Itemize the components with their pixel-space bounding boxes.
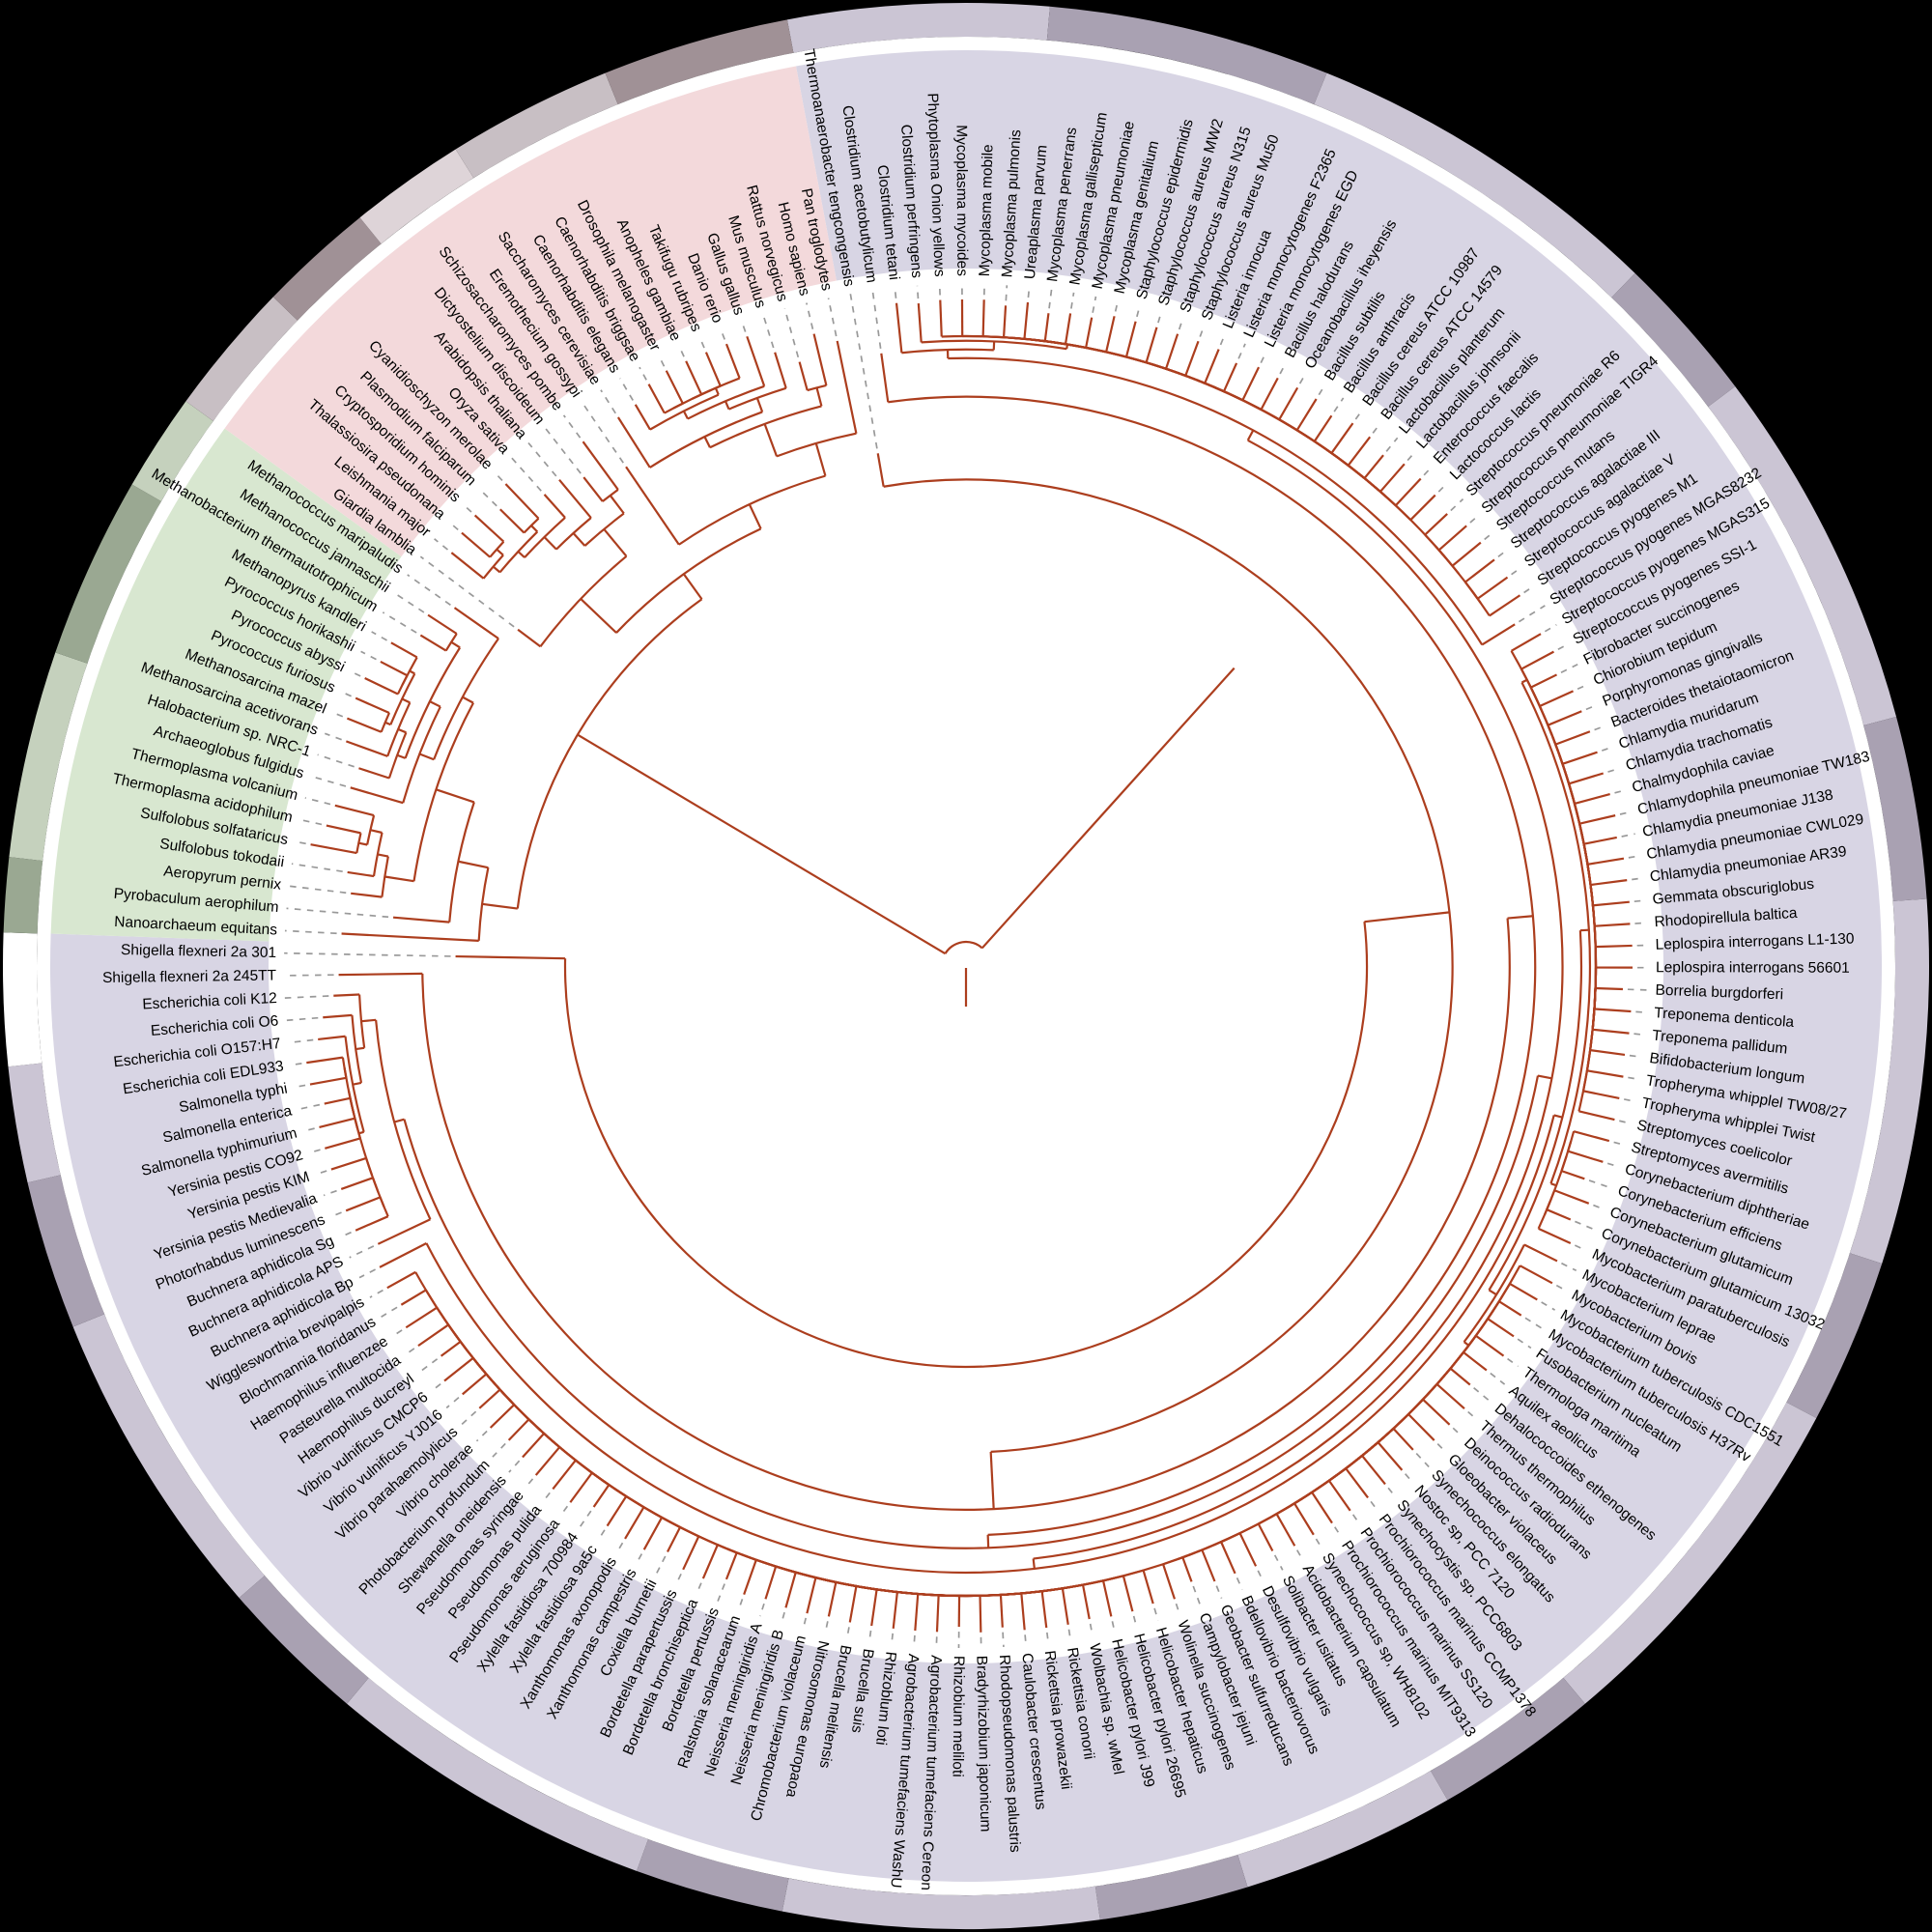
ring-segment [1046, 6, 1327, 105]
outer-ring [3, 2, 1929, 1930]
ring-segment [605, 19, 794, 105]
ring-segment [239, 1576, 369, 1704]
leaf-label: Escherichia coli K12 [142, 990, 277, 1013]
ring-segment [1863, 716, 1927, 901]
ring-segment [1849, 898, 1929, 1264]
leaf-label: Leplospira interrogans 56601 [1656, 959, 1850, 976]
ring-segment [359, 149, 474, 244]
inner-disc [37, 37, 1895, 1895]
tree-branches [306, 299, 1634, 1633]
ring-segment [455, 72, 618, 179]
ring-segment [3, 857, 43, 934]
ring-segment [1094, 1854, 1248, 1920]
ring-segment [1611, 272, 1736, 408]
ring-segment [8, 1063, 61, 1183]
ring-segment [1314, 72, 1635, 298]
ring-segment [55, 484, 161, 664]
ring-segment [72, 1314, 265, 1599]
ring-segment [1708, 385, 1897, 726]
ring-segment [131, 401, 213, 501]
ring-segment [1237, 1771, 1448, 1888]
ring-segment [1563, 1402, 1817, 1704]
leaf-label: Bradyrhizobium japonicum [973, 1656, 993, 1833]
leaf-label: Shigella flexneri 2a 245TT [102, 968, 277, 987]
leaf-connectors [284, 284, 1649, 1648]
ring-segment [27, 1175, 105, 1327]
leaf-label: Borrelia burgdorferi [1655, 982, 1783, 1004]
ring-segment [185, 297, 298, 421]
leaf-label: Shigella flexneri 2a 301 [121, 942, 276, 961]
domain-sector-eukaryota [224, 66, 837, 557]
ring-segment [786, 2, 1050, 53]
ring-segment [3, 932, 43, 1067]
domain-bands [49, 49, 1882, 1882]
leaf-label: Mycoplasma mobile [977, 144, 997, 276]
ring-segment [272, 217, 382, 321]
ring-segment [1786, 1253, 1883, 1419]
leaf-label: Leplospira interrogans L1-130 [1655, 930, 1855, 952]
leaf-label: Rhizobium meliloti [950, 1656, 967, 1777]
ring-segment [347, 1677, 648, 1871]
leaf-label: Mycoplasma mycoides [952, 125, 970, 276]
ring-segment [781, 1878, 1100, 1930]
ring-segment [1431, 1677, 1585, 1801]
ring-segment [637, 1838, 789, 1912]
ring-segment [9, 652, 88, 862]
domain-sector-archaea [50, 428, 402, 942]
